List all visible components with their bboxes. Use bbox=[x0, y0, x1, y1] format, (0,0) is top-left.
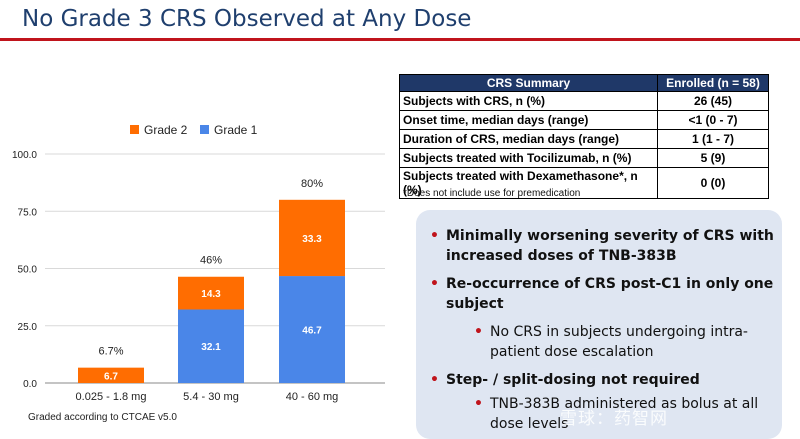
bar-value-label: 32.1 bbox=[201, 342, 221, 353]
y-tick-label: 50.0 bbox=[18, 265, 38, 276]
legend-swatch bbox=[200, 125, 209, 134]
bar-total-label: 46% bbox=[200, 255, 222, 267]
bar-value-label: 6.7 bbox=[104, 371, 118, 382]
bullet-severity: • Minimally worsening severity of CRS wi… bbox=[430, 226, 774, 266]
bullet-text-line: Step- / split-dosing not required bbox=[446, 372, 700, 388]
y-tick-label: 75.0 bbox=[18, 207, 38, 218]
key-findings-panel bbox=[416, 210, 782, 439]
table-cell-label: Subjects with CRS, n (%) bbox=[399, 91, 658, 111]
bar-grade-1 bbox=[178, 309, 244, 383]
y-tick-label: 100.0 bbox=[12, 150, 37, 161]
bullet-text-line: patient dose escalation bbox=[490, 344, 654, 360]
table-cell-label: Subjects treated with Tocilizumab, n (%) bbox=[399, 148, 658, 168]
graded-note: Graded according to CTCAE v5.0 bbox=[28, 412, 177, 423]
crs-summary-table: CRS Summary Enrolled (n = 58) Subjects w… bbox=[399, 74, 769, 199]
bar-total-label: 80% bbox=[301, 178, 323, 190]
page-title: No Grade 3 CRS Observed at Any Dose bbox=[22, 6, 472, 32]
bullet-text-line: subject bbox=[446, 296, 504, 312]
legend-label: Grade 1 bbox=[214, 123, 258, 137]
crs-bar-chart: 0.0 25.0 50.0 75.0 100.0 Grade 2 Grade 1 6.7 6.7… bbox=[12, 123, 385, 403]
x-tick-label: 0.025 - 1.8 mg bbox=[76, 391, 147, 403]
table-footnote: *Does not include use for premedication bbox=[403, 188, 581, 199]
x-tick-label: 40 - 60 mg bbox=[286, 391, 339, 403]
bar-total-label: 6.7% bbox=[98, 346, 123, 358]
bullet-text-line: TNB-383B administered as bolus at all bbox=[490, 396, 759, 412]
table-cell-value: 1 (1 - 7) bbox=[657, 129, 769, 149]
bar-value-label: 14.3 bbox=[201, 289, 221, 300]
bullet-text-line: dose levels bbox=[490, 416, 569, 432]
table-cell-value: 5 (9) bbox=[657, 148, 769, 168]
table-cell-value: <1 (0 - 7) bbox=[657, 110, 769, 130]
bar-grade-1 bbox=[279, 276, 345, 383]
legend-label: Grade 2 bbox=[144, 123, 188, 137]
bullet-marker: • bbox=[430, 276, 439, 292]
bullet-marker: • bbox=[430, 228, 439, 244]
bar-grade-2 bbox=[178, 276, 244, 310]
table-header-row: CRS Summary Enrolled (n = 58) bbox=[399, 74, 769, 92]
title-divider bbox=[0, 38, 800, 41]
table-row: Onset time, median days (range) <1 (0 - 7… bbox=[399, 110, 769, 130]
bar-grade-2 bbox=[279, 199, 345, 277]
y-tick-label: 25.0 bbox=[18, 322, 38, 333]
x-tick-label: 5.4 - 30 mg bbox=[183, 391, 239, 403]
table-header-summary: CRS Summary bbox=[399, 74, 658, 92]
bullet-reoccurrence: • Re-occurrence of CRS post-C1 in only o… bbox=[430, 274, 774, 314]
bullet-step-dosing: • Step- / split-dosing not required bbox=[430, 370, 700, 390]
bullet-text-line: No CRS in subjects undergoing intra- bbox=[490, 324, 748, 340]
watermark: 雪球：药智网 bbox=[560, 409, 668, 429]
bullet-text-line: Minimally worsening severity of CRS with bbox=[446, 228, 774, 244]
table-cell-label: Onset time, median days (range) bbox=[399, 110, 658, 130]
bullet-marker: • bbox=[474, 396, 483, 412]
bullet-text-line: increased doses of TNB-383B bbox=[446, 248, 677, 264]
table-row: Subjects treated with Tocilizumab, n (%)… bbox=[399, 148, 769, 168]
table-cell-value: 26 (45) bbox=[657, 91, 769, 111]
bullet-marker: • bbox=[430, 372, 439, 388]
bullet-text-line: Re-occurrence of CRS post-C1 in only one bbox=[446, 276, 774, 292]
bar-grade-2 bbox=[78, 367, 144, 383]
table-cell-value: 0 (0) bbox=[657, 167, 769, 199]
table-header-enrolled: Enrolled (n = 58) bbox=[657, 74, 769, 92]
sub-bullet-escalation: • No CRS in subjects undergoing intra- p… bbox=[474, 322, 748, 362]
bullet-marker: • bbox=[474, 324, 483, 340]
table-cell-label: Subjects treated with Dexamethasone*, n … bbox=[399, 167, 658, 199]
sub-bullet-bolus: • TNB-383B administered as bolus at all … bbox=[474, 394, 759, 434]
table-row: Subjects with CRS, n (%) 26 (45) bbox=[399, 91, 769, 111]
y-tick-label: 0.0 bbox=[23, 379, 37, 390]
legend-swatch bbox=[130, 125, 139, 134]
table-cell-label: Duration of CRS, median days (range) bbox=[399, 129, 658, 149]
table-row: Subjects treated with Dexamethasone*, n … bbox=[399, 167, 769, 199]
bar-value-label: 33.3 bbox=[302, 234, 322, 245]
bar-value-label: 46.7 bbox=[302, 326, 322, 337]
table-row: Duration of CRS, median days (range) 1 (1… bbox=[399, 129, 769, 149]
